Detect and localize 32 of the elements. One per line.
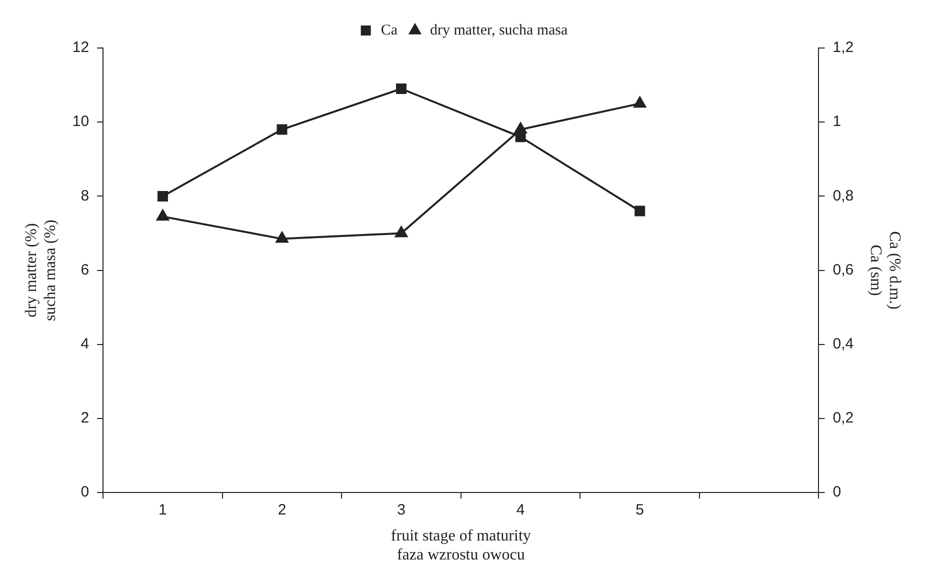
point <box>396 84 407 94</box>
y-tick-label: 10 <box>72 113 90 130</box>
legend-label: Ca <box>380 22 398 38</box>
y2-tick-label: 0,6 <box>832 261 854 278</box>
y2-tick-label: 1,2 <box>832 39 854 56</box>
x-axis-title: fruit stage of maturity faza wzrostu owocu <box>390 527 531 564</box>
x-tick-label: 2 <box>278 502 286 519</box>
y-tick-label: 12 <box>72 39 90 56</box>
y2-tick-label: 0,4 <box>832 336 854 353</box>
point <box>156 210 169 221</box>
y-tick-label: 8 <box>80 187 90 204</box>
x-tick-label: 3 <box>397 502 406 519</box>
point <box>276 232 288 243</box>
x-tick-label: 5 <box>636 502 644 519</box>
point <box>395 226 408 238</box>
y2-tick-label: 0,8 <box>832 187 854 204</box>
x-tick-label: 4 <box>516 502 525 519</box>
x-tick-label: 1 <box>158 502 167 519</box>
point <box>157 190 168 202</box>
y2-tick-label: 0,2 <box>832 410 854 427</box>
point <box>634 96 646 108</box>
legend-label: dry matter, sucha masa <box>430 22 568 38</box>
y-tick-label: 4 <box>80 336 90 353</box>
y-tick-label: 6 <box>80 261 90 278</box>
point <box>634 206 646 216</box>
y-tick-label: 0 <box>80 484 90 501</box>
y2-axis-title: Ca (% d.m.) Ca (sm) <box>866 231 904 310</box>
point <box>276 124 288 135</box>
y2-tick-label: 0 <box>832 484 842 501</box>
y-tick-label: 2 <box>80 410 90 427</box>
y-axis-title: dry matter (%) sucha masa (%) <box>22 220 60 321</box>
y2-tick-label: 1 <box>832 113 842 130</box>
